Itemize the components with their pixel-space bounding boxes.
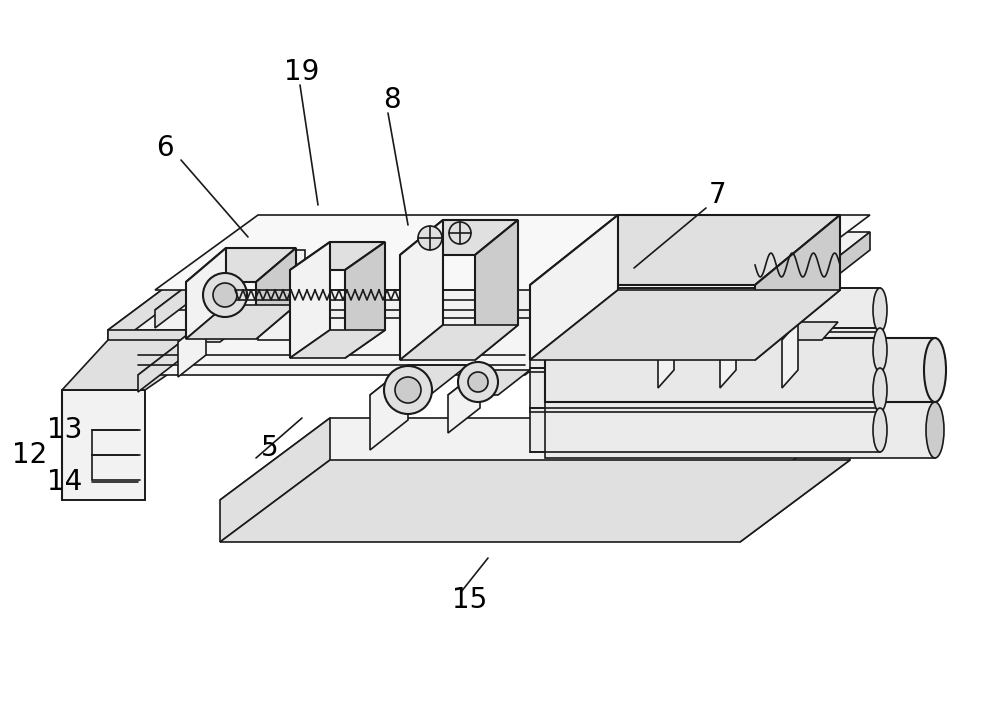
Polygon shape (155, 232, 870, 310)
Polygon shape (138, 318, 598, 375)
Polygon shape (290, 242, 330, 358)
Circle shape (213, 283, 237, 307)
Ellipse shape (873, 328, 887, 372)
FancyBboxPatch shape (530, 408, 880, 452)
Polygon shape (370, 365, 408, 450)
Polygon shape (138, 318, 212, 392)
Polygon shape (290, 330, 385, 358)
Polygon shape (256, 248, 296, 339)
FancyBboxPatch shape (545, 402, 935, 458)
Polygon shape (290, 242, 385, 270)
Polygon shape (62, 390, 145, 500)
Ellipse shape (873, 288, 887, 332)
Polygon shape (220, 460, 850, 542)
Ellipse shape (924, 338, 946, 402)
Text: 15: 15 (452, 586, 488, 614)
Polygon shape (475, 220, 518, 360)
FancyBboxPatch shape (530, 288, 880, 332)
Text: 5: 5 (261, 434, 279, 462)
Polygon shape (720, 322, 736, 388)
Polygon shape (400, 220, 518, 255)
Text: 12: 12 (12, 441, 48, 469)
Polygon shape (62, 340, 218, 390)
Polygon shape (345, 242, 385, 358)
Polygon shape (155, 215, 870, 290)
Polygon shape (658, 322, 714, 340)
Polygon shape (530, 215, 618, 360)
Polygon shape (108, 330, 760, 350)
Polygon shape (740, 418, 850, 542)
Ellipse shape (926, 402, 944, 458)
Polygon shape (186, 248, 296, 282)
Ellipse shape (873, 368, 887, 412)
Text: 7: 7 (709, 181, 727, 209)
Polygon shape (186, 305, 296, 339)
Text: 8: 8 (383, 86, 401, 114)
Polygon shape (770, 232, 870, 328)
Text: 14: 14 (47, 468, 83, 496)
Circle shape (203, 273, 247, 317)
Circle shape (384, 366, 432, 414)
Polygon shape (186, 248, 226, 339)
Text: 6: 6 (156, 134, 174, 162)
Polygon shape (155, 232, 258, 328)
Polygon shape (370, 365, 468, 395)
Polygon shape (108, 248, 218, 350)
Polygon shape (782, 322, 838, 340)
Circle shape (395, 377, 421, 403)
Polygon shape (178, 320, 248, 342)
Polygon shape (400, 325, 518, 360)
Circle shape (449, 222, 471, 244)
Polygon shape (220, 418, 850, 500)
Polygon shape (720, 322, 776, 340)
FancyBboxPatch shape (545, 338, 935, 402)
Polygon shape (658, 322, 674, 388)
FancyBboxPatch shape (530, 368, 880, 412)
FancyBboxPatch shape (530, 328, 880, 372)
Text: 19: 19 (284, 58, 320, 86)
Text: 13: 13 (47, 416, 83, 444)
Polygon shape (178, 320, 206, 377)
Circle shape (418, 226, 442, 250)
Polygon shape (220, 418, 330, 542)
Polygon shape (530, 215, 840, 285)
Polygon shape (400, 220, 443, 360)
Circle shape (468, 372, 488, 392)
Polygon shape (530, 290, 840, 360)
Polygon shape (448, 370, 480, 433)
Polygon shape (782, 322, 798, 388)
Circle shape (458, 362, 498, 402)
Polygon shape (258, 250, 305, 340)
Polygon shape (108, 248, 870, 330)
Polygon shape (755, 215, 840, 360)
Polygon shape (448, 370, 530, 395)
Ellipse shape (873, 408, 887, 452)
